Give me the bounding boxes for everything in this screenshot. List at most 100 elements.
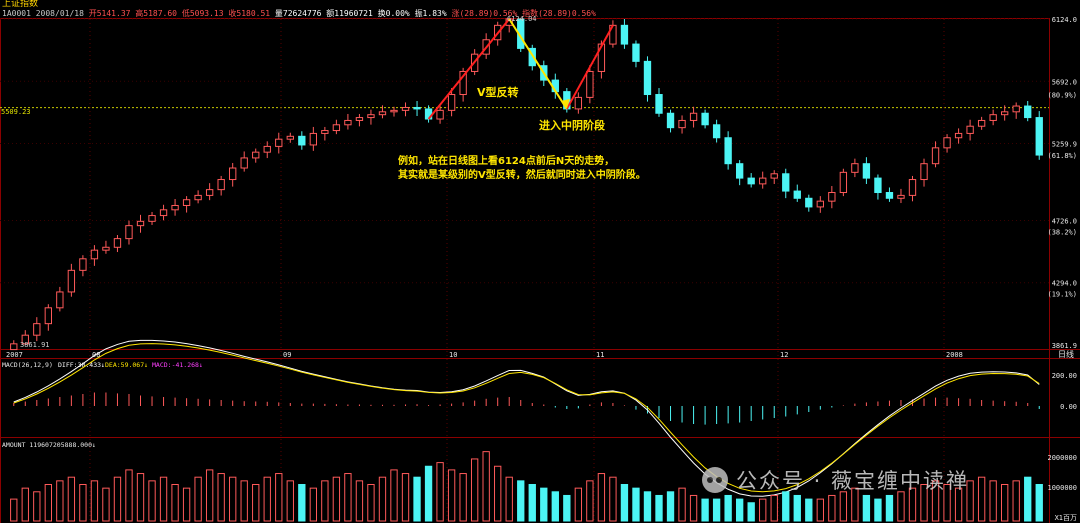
price-axis-label: 3861.9 [1052, 342, 1077, 350]
candle-up [816, 200, 824, 208]
candle-up [678, 119, 686, 129]
candle-down [655, 94, 663, 114]
candle-up [770, 173, 778, 179]
candle-up [136, 220, 145, 227]
candle-down [632, 43, 640, 62]
amount-bar-down [712, 498, 721, 522]
candle-up [401, 106, 410, 111]
candle-down [1035, 117, 1043, 156]
candle-up [252, 151, 260, 159]
candle-up [171, 204, 179, 211]
candle-up [954, 132, 963, 139]
price-panel-frame [0, 18, 1050, 523]
candle-up [275, 138, 283, 147]
open-price: 开5141.37 [88, 9, 131, 18]
change-value: 涨(28.89)0.56% [451, 9, 518, 18]
candle-up [920, 163, 928, 181]
candle-up [966, 125, 974, 134]
candle-up [217, 179, 225, 191]
candle-down [793, 190, 801, 199]
amount-bar-up [286, 480, 294, 522]
amount-bar-up [505, 476, 513, 522]
amount-bar-up [136, 473, 145, 522]
amount-bar-up [436, 462, 444, 522]
amount-bar-up [102, 487, 110, 522]
dea-label: DEA:59.067↓ [105, 361, 148, 369]
macd-label: MACD(26,12,9) [2, 361, 53, 369]
amount-bar-down [551, 491, 559, 522]
candle-down [805, 197, 813, 208]
candle-down [528, 47, 536, 67]
amount-bar-down [747, 502, 755, 522]
candle-up [1001, 111, 1009, 116]
price-axis-label: 4294.0 [1052, 280, 1077, 288]
candle-down [874, 177, 882, 194]
amount-bar-up [182, 487, 191, 522]
amount-bar-up [494, 465, 502, 522]
amount-bar-up [67, 476, 76, 522]
amplitude-value: 振1.83% [414, 9, 447, 18]
amount-bar-down [655, 494, 663, 522]
amount-bar-up [574, 487, 583, 522]
v-reversal-label: V型反转 [477, 86, 519, 99]
amount-bar-up [390, 469, 398, 522]
candle-up [459, 70, 467, 96]
candle-up [309, 132, 318, 146]
candle-up [194, 194, 202, 201]
amount-bar-up [309, 487, 318, 522]
peak-price-label: 6124.04 [507, 15, 537, 23]
candle-up [182, 199, 191, 206]
candle-up [113, 238, 122, 248]
amount-bar-up [459, 473, 467, 522]
candle-down [1024, 105, 1032, 119]
amount-bar-down [563, 494, 571, 522]
amount-bar-up [989, 480, 997, 522]
note-line-1: 例如，站在日线图上看6124点前后N天的走势， [398, 156, 615, 167]
amount-bar-up [205, 469, 214, 522]
amount-bar-down [424, 465, 433, 522]
x-tick-label: 09 [283, 351, 291, 359]
amount-bar-up [678, 487, 686, 522]
amount-bar-up [159, 476, 168, 522]
amount-bar-down [620, 484, 629, 522]
candle-up [159, 209, 168, 217]
high-price: 高5187.60 [135, 9, 177, 18]
candle-up [205, 189, 214, 196]
candle-up [897, 194, 905, 199]
v-rise-line [427, 18, 510, 120]
amount-bar-down [540, 487, 548, 522]
candle-down [298, 135, 306, 146]
amount-bar-up [1012, 480, 1020, 522]
watermark: 公众号 · 薇宝缠中读禅 [702, 462, 1072, 498]
price-axis-label: 6124.0 [1052, 16, 1077, 24]
amount-bar-up [275, 473, 283, 522]
amount-bar-up [470, 458, 479, 522]
amount-bar-down [724, 494, 732, 522]
amount-bar-up [10, 498, 18, 522]
candle-up [851, 163, 859, 173]
amount-bar-up [344, 473, 352, 522]
pct-axis-label: (80.9%) [1047, 92, 1077, 100]
close-price: 收5180.51 [228, 9, 271, 18]
amount-bar-down [413, 476, 421, 522]
amount-bar-up [229, 476, 237, 522]
candle-up [56, 291, 64, 309]
amount-bar-up [482, 451, 490, 522]
amount-bar-up [125, 469, 133, 522]
low-price: 低5093.13 [181, 9, 224, 18]
low-price-label: 3861.91 [20, 341, 50, 349]
watermark-text: 公众号 · 薇宝缠中读禅 [736, 469, 970, 493]
amount-bar-down [298, 484, 306, 522]
amount-bar-up [252, 484, 260, 522]
amount-bar-up [217, 473, 225, 522]
amount-bar-up [240, 480, 248, 522]
amount-bar-up [113, 476, 122, 522]
middle-bear-label: 进入中阴阶段 [539, 119, 605, 132]
amount-bar-up [355, 480, 364, 522]
candle-down [885, 192, 894, 199]
candle-down [413, 106, 421, 110]
candle-up [828, 192, 836, 202]
amount-label: AMOUNT 119607205888.000↓ [2, 441, 96, 449]
amount-bar-up [597, 473, 606, 522]
pct-axis-label: (61.8%) [1047, 152, 1077, 160]
